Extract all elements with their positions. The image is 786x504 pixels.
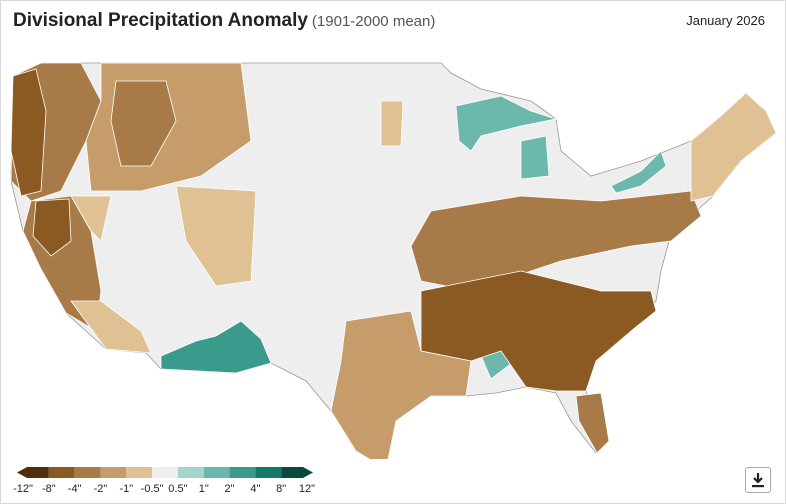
map-title: Divisional Precipitation Anomaly: [13, 10, 308, 31]
legend-swatch: [100, 467, 127, 478]
region: [10, 68, 47, 197]
region: [110, 80, 177, 167]
legend: -12" -8" -4" -2" -1" -0.5" 0.5" 1" 2" 4" 8" 12": [13, 467, 315, 495]
legend-label: 12": [299, 483, 315, 495]
legend-swatch: [203, 467, 230, 478]
legend-label: 1": [199, 483, 209, 495]
legend-label: -0.5": [141, 483, 164, 495]
region: [420, 270, 657, 392]
region: [455, 95, 667, 380]
legend-swatch: [17, 467, 49, 478]
legend-label: -2": [94, 483, 108, 495]
legend-label: -4": [68, 483, 82, 495]
map-date: January 2026: [686, 13, 765, 28]
map-subtitle: (1901-2000 mean): [311, 13, 436, 30]
legend-label: -8": [42, 483, 56, 495]
legend-label: -12": [13, 483, 33, 495]
legend-swatch: [255, 467, 282, 478]
legend-swatch: [48, 467, 75, 478]
title-bar: Divisional Precipitation Anomaly (1901-20…: [13, 10, 435, 32]
region: [575, 392, 610, 454]
legend-label: 4": [250, 483, 260, 495]
legend-swatch: [74, 467, 101, 478]
us-map: [10, 62, 777, 459]
legend-swatch: [152, 467, 178, 478]
region: [160, 320, 272, 374]
legend-label: 0.5": [168, 483, 187, 495]
download-icon: [752, 473, 764, 488]
region: [32, 198, 72, 257]
legend-swatch: [126, 467, 153, 478]
region: [330, 310, 472, 459]
legend-label: -1": [119, 483, 133, 495]
legend-label: 2": [225, 483, 235, 495]
legend-swatch: [229, 467, 256, 478]
download-button[interactable]: [745, 467, 771, 493]
legend-label: 8": [276, 483, 286, 495]
legend-swatch: [177, 467, 204, 478]
region: [70, 92, 777, 354]
region: [410, 190, 702, 292]
region: [70, 100, 404, 287]
legend-swatch: [281, 467, 313, 478]
